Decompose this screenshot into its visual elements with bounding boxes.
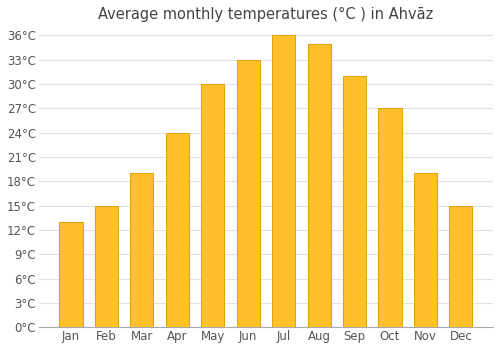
Bar (95, 206, 118, 327)
Bar (450, 206, 472, 327)
Bar (202, 84, 224, 327)
Bar (60, 222, 82, 327)
Bar (236, 60, 260, 327)
Bar (272, 35, 295, 327)
Bar (343, 76, 366, 327)
Title: Average monthly temperatures (°C ) in Ahvāz: Average monthly temperatures (°C ) in Ah… (98, 7, 433, 22)
Bar (308, 43, 330, 327)
Bar (378, 108, 402, 327)
Bar (130, 173, 154, 327)
Bar (166, 133, 189, 327)
Bar (414, 173, 437, 327)
